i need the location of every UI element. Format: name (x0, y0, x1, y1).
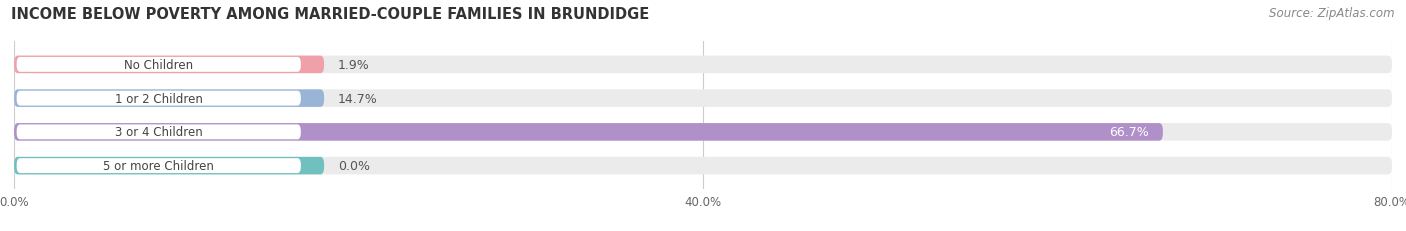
FancyBboxPatch shape (14, 124, 1163, 141)
FancyBboxPatch shape (14, 56, 1392, 74)
Text: 1.9%: 1.9% (337, 59, 370, 72)
Text: 0.0%: 0.0% (337, 159, 370, 172)
Text: 5 or more Children: 5 or more Children (103, 159, 214, 172)
Text: Source: ZipAtlas.com: Source: ZipAtlas.com (1270, 7, 1395, 20)
FancyBboxPatch shape (17, 91, 301, 106)
FancyBboxPatch shape (14, 90, 1392, 107)
Text: 3 or 4 Children: 3 or 4 Children (115, 126, 202, 139)
FancyBboxPatch shape (17, 125, 301, 140)
FancyBboxPatch shape (14, 56, 325, 74)
Text: 1 or 2 Children: 1 or 2 Children (115, 92, 202, 105)
Text: 66.7%: 66.7% (1109, 126, 1149, 139)
Text: 14.7%: 14.7% (337, 92, 378, 105)
Text: INCOME BELOW POVERTY AMONG MARRIED-COUPLE FAMILIES IN BRUNDIDGE: INCOME BELOW POVERTY AMONG MARRIED-COUPL… (11, 7, 650, 22)
FancyBboxPatch shape (14, 124, 1392, 141)
FancyBboxPatch shape (14, 157, 325, 175)
FancyBboxPatch shape (14, 90, 325, 107)
FancyBboxPatch shape (14, 157, 1392, 175)
FancyBboxPatch shape (17, 158, 301, 173)
Text: No Children: No Children (124, 59, 193, 72)
FancyBboxPatch shape (17, 58, 301, 73)
